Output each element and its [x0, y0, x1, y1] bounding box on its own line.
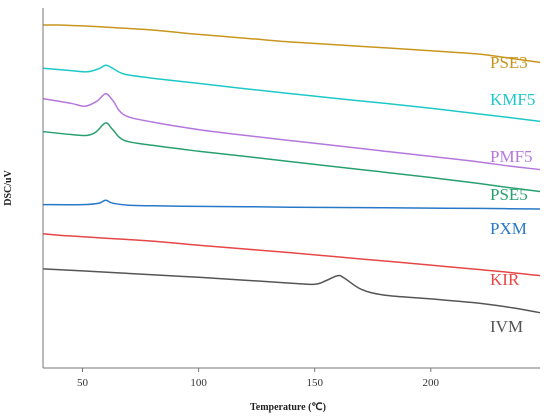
series-line-pmf5 — [42, 92, 541, 171]
series-line-pse3 — [42, 24, 541, 64]
x-tick-label: 50 — [77, 377, 89, 389]
series-label-pse5: PSE5 — [490, 185, 528, 204]
y-axis-title: DSC/uV — [3, 169, 14, 205]
series-line-kir — [42, 233, 541, 277]
series-label-kmf5: KMF5 — [490, 90, 535, 109]
series-label-pxm: PXM — [490, 219, 527, 238]
x-tick-label: 100 — [190, 377, 207, 389]
series-label-ivm: IVM — [490, 317, 523, 336]
series-line-pse5 — [42, 122, 541, 193]
series-line-ivm — [42, 268, 541, 314]
series-label-pse3: PSE3 — [490, 53, 528, 72]
series-label-layer: PSE3 KMF5 PMF5 PSE5 PXM KIR IVM — [490, 53, 535, 336]
x-tick-layer: 50 100 150 200 — [77, 368, 440, 389]
x-tick-label: 200 — [423, 377, 440, 389]
series-label-kir: KIR — [490, 270, 520, 289]
series-line-kmf5 — [42, 64, 541, 123]
x-axis-title: Temperature (℃) — [250, 402, 326, 413]
x-tick-label: 150 — [306, 377, 323, 389]
series-line-pxm — [42, 199, 541, 210]
series-layer — [42, 24, 541, 314]
series-label-pmf5: PMF5 — [490, 147, 533, 166]
